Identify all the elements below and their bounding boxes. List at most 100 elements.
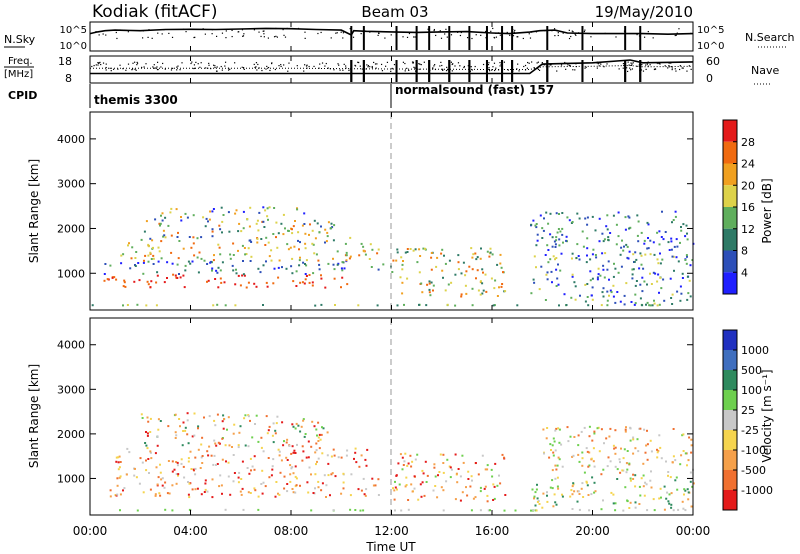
heatmap-cell [306, 481, 309, 484]
heatmap-cell [594, 229, 597, 232]
heatmap-cell [620, 246, 623, 249]
heatmap-cell [418, 271, 421, 274]
heatmap-cell [403, 460, 406, 463]
heatmap-cell [414, 458, 417, 461]
heatmap-cell [167, 425, 170, 428]
heatmap-cell [660, 457, 663, 460]
trace-dot [618, 68, 620, 70]
heatmap-cell [341, 269, 344, 272]
heatmap-cell [129, 267, 132, 270]
trace-dot [560, 64, 563, 66]
heatmap-cell [399, 453, 402, 456]
heatmap-cell [234, 304, 237, 307]
trace-dot [439, 30, 441, 32]
heatmap-cell [471, 479, 473, 482]
heatmap-cell [156, 274, 159, 277]
heatmap-cell [680, 226, 682, 228]
heatmap-cell [307, 491, 310, 494]
heatmap-cell [349, 255, 352, 258]
heatmap-cell [145, 459, 147, 462]
heatmap-cell [587, 494, 590, 496]
heatmap-cell [128, 451, 131, 454]
heatmap-cell [620, 265, 623, 268]
trace-dot [208, 62, 210, 64]
trace-dot [626, 67, 628, 69]
heatmap-cell [417, 498, 420, 501]
heatmap-cell [409, 454, 412, 457]
heatmap-cell [211, 235, 214, 238]
heatmap-cell [625, 243, 628, 246]
heatmap-cell [114, 494, 117, 497]
heatmap-cell [215, 464, 217, 466]
heatmap-cell [538, 503, 541, 505]
heatmap-cell [461, 491, 464, 494]
heatmap-cell [360, 489, 363, 492]
trace-dot [97, 62, 99, 64]
heatmap-cell [235, 209, 238, 212]
trace-dot [445, 69, 448, 72]
heatmap-cell [274, 429, 277, 432]
heatmap-cell [673, 245, 676, 248]
beam-title: Beam 03 [361, 3, 428, 21]
heatmap-cell [581, 230, 584, 233]
heatmap-cell [642, 267, 645, 270]
heatmap-cell [317, 480, 320, 483]
heatmap-cell [295, 422, 298, 425]
heatmap-cell [549, 233, 552, 236]
trace-dot [205, 67, 207, 69]
trace-dot [153, 64, 155, 66]
heatmap-cell [302, 450, 305, 453]
trace-dot [255, 66, 257, 68]
trace-dot [442, 69, 444, 71]
heatmap-cell [460, 272, 463, 275]
heatmap-cell [242, 508, 245, 511]
trace-dot [645, 68, 647, 70]
heatmap-cell [561, 233, 564, 236]
heatmap-cell [281, 266, 283, 269]
heatmap-cell [596, 427, 599, 430]
heatmap-cell [248, 225, 251, 228]
trace-dot [404, 70, 406, 72]
trace-dot [215, 35, 218, 37]
trace-dot [348, 69, 350, 72]
heatmap-cell [268, 255, 271, 258]
trace-dot [418, 63, 420, 65]
heatmap-cell [583, 426, 586, 429]
heatmap-cell [606, 228, 609, 231]
heatmap-cell [103, 279, 106, 282]
trace-dot [531, 61, 533, 63]
trace-dot [457, 62, 460, 64]
trace-dot [565, 68, 567, 70]
heatmap-cell [396, 488, 398, 491]
heatmap-cell [315, 449, 318, 452]
trace-dot [528, 62, 530, 64]
heatmap-cell [312, 492, 315, 494]
heatmap-cell [149, 431, 152, 433]
heatmap-cell [216, 463, 219, 465]
heatmap-cell [315, 463, 317, 466]
heatmap-cell [614, 429, 617, 432]
time-tick-label: 08:00 [274, 524, 309, 538]
velocity-ylabel: Slant Range [km] [27, 364, 41, 468]
heatmap-cell [600, 473, 603, 476]
heatmap-cell [545, 437, 548, 440]
heatmap-cell [634, 293, 637, 296]
heatmap-cell [294, 220, 296, 222]
trace-dot [596, 62, 598, 64]
trace-dot [412, 62, 414, 64]
heatmap-cell [218, 246, 221, 249]
heatmap-cell [170, 251, 173, 254]
heatmap-cell [154, 494, 157, 497]
heatmap-cell [305, 259, 308, 262]
heatmap-cell [412, 249, 415, 252]
heatmap-cell [625, 282, 628, 285]
heatmap-cell [638, 267, 641, 270]
heatmap-cell [303, 435, 306, 438]
trace-dot [263, 33, 265, 35]
heatmap-cell [241, 460, 244, 463]
trace-dot [471, 69, 473, 71]
heatmap-cell [691, 259, 694, 261]
heatmap-cell [354, 509, 357, 511]
heatmap-cell [640, 231, 643, 234]
heatmap-cell [548, 456, 551, 459]
